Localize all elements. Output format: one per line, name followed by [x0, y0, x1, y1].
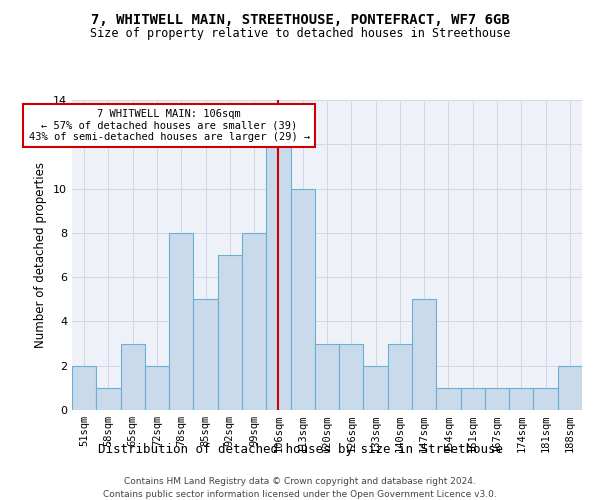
Bar: [436, 388, 461, 410]
Bar: [339, 344, 364, 410]
Text: 7, WHITWELL MAIN, STREETHOUSE, PONTEFRACT, WF7 6GB: 7, WHITWELL MAIN, STREETHOUSE, PONTEFRAC…: [91, 12, 509, 26]
Text: Size of property relative to detached houses in Streethouse: Size of property relative to detached ho…: [90, 28, 510, 40]
Bar: [315, 344, 339, 410]
Bar: [193, 300, 218, 410]
Bar: [364, 366, 388, 410]
Bar: [242, 233, 266, 410]
Bar: [558, 366, 582, 410]
Bar: [72, 366, 96, 410]
Text: 7 WHITWELL MAIN: 106sqm
← 57% of detached houses are smaller (39)
43% of semi-de: 7 WHITWELL MAIN: 106sqm ← 57% of detache…: [29, 109, 310, 142]
Bar: [533, 388, 558, 410]
Bar: [96, 388, 121, 410]
Text: Contains HM Land Registry data © Crown copyright and database right 2024.: Contains HM Land Registry data © Crown c…: [124, 478, 476, 486]
Bar: [485, 388, 509, 410]
Y-axis label: Number of detached properties: Number of detached properties: [34, 162, 47, 348]
Text: Contains public sector information licensed under the Open Government Licence v3: Contains public sector information licen…: [103, 490, 497, 499]
Bar: [290, 188, 315, 410]
Bar: [509, 388, 533, 410]
Text: Distribution of detached houses by size in Streethouse: Distribution of detached houses by size …: [97, 442, 503, 456]
Bar: [218, 255, 242, 410]
Bar: [461, 388, 485, 410]
Bar: [121, 344, 145, 410]
Bar: [169, 233, 193, 410]
Bar: [266, 144, 290, 410]
Bar: [145, 366, 169, 410]
Bar: [412, 300, 436, 410]
Bar: [388, 344, 412, 410]
